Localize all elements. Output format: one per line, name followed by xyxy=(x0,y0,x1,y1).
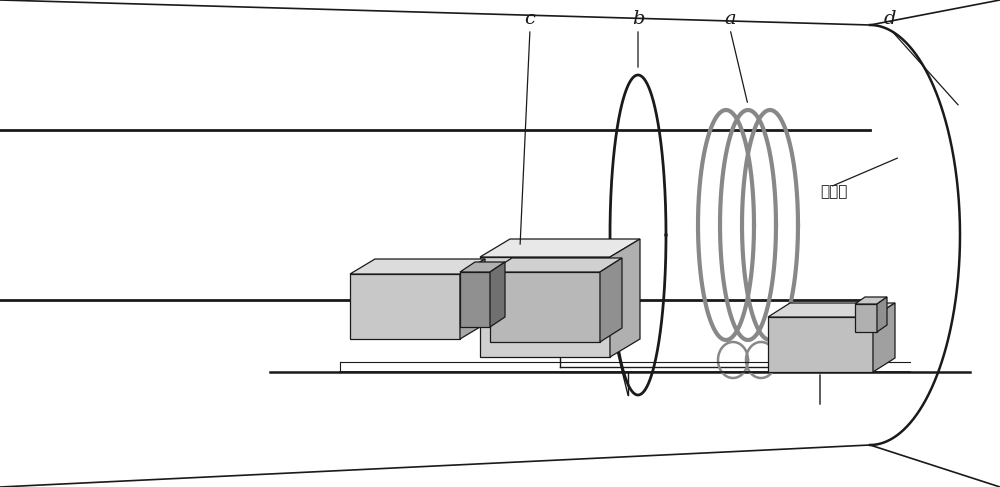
Polygon shape xyxy=(877,297,887,332)
Text: a: a xyxy=(724,10,736,28)
Text: 掌子面: 掌子面 xyxy=(820,185,847,200)
Polygon shape xyxy=(490,258,622,272)
Polygon shape xyxy=(460,262,505,272)
Text: b: b xyxy=(632,10,644,28)
Polygon shape xyxy=(768,303,895,317)
Polygon shape xyxy=(480,239,640,257)
Polygon shape xyxy=(855,304,877,332)
Text: d: d xyxy=(884,10,896,28)
Polygon shape xyxy=(610,239,640,357)
Polygon shape xyxy=(490,272,600,342)
Text: c: c xyxy=(525,10,535,28)
Polygon shape xyxy=(490,262,505,327)
Polygon shape xyxy=(600,258,622,342)
Polygon shape xyxy=(350,259,485,274)
Polygon shape xyxy=(460,259,485,339)
Polygon shape xyxy=(480,257,610,357)
Polygon shape xyxy=(768,317,873,372)
Polygon shape xyxy=(855,297,887,304)
Polygon shape xyxy=(350,274,460,339)
Polygon shape xyxy=(460,272,490,327)
Polygon shape xyxy=(873,303,895,372)
